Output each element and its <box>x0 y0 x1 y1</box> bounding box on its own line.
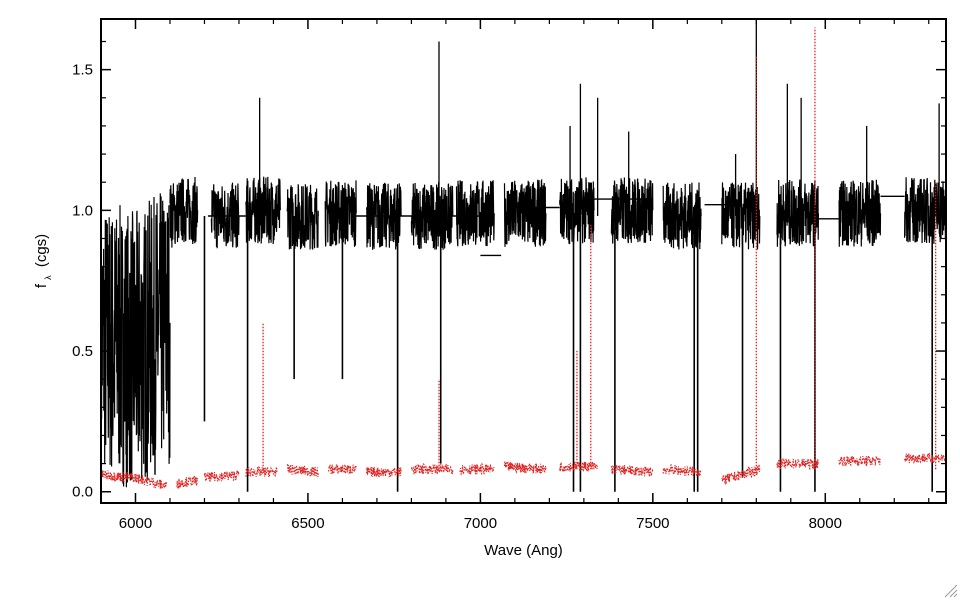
series-1-segment-2 <box>203 468 240 483</box>
series-1-segment-14 <box>776 457 819 471</box>
resize-grip-icon[interactable] <box>944 584 958 598</box>
y-axis-label-main: f <box>33 283 50 288</box>
y-tick-label: 1.0 <box>72 202 93 219</box>
series-layer <box>101 19 946 492</box>
series-0-segment-14 <box>776 179 820 247</box>
series-0-segment-5 <box>324 180 357 247</box>
series-0 <box>101 19 946 492</box>
y-tick-label: 0.0 <box>72 484 93 501</box>
y-axis-label-unit: (cgs) <box>33 234 50 267</box>
series-1-segment-1 <box>176 474 199 490</box>
x-tick-label: 7500 <box>636 515 669 532</box>
series-0-segment-12 <box>662 182 702 250</box>
series-1-segment-12 <box>662 463 702 477</box>
series-0-segment-9 <box>503 178 547 247</box>
series-1-segment-9 <box>503 459 547 475</box>
series-1-segment-8 <box>459 462 495 476</box>
y-tick-label: 1.5 <box>72 62 93 79</box>
series-0-segment-8 <box>455 180 495 247</box>
series-1-segment-3 <box>245 465 278 478</box>
series-0-segment-0 <box>101 193 171 488</box>
series-1-segment-0 <box>101 470 168 489</box>
x-tick-label: 6500 <box>291 515 324 532</box>
x-axis-label: Wave (Ang) <box>484 542 563 559</box>
series-0-segment-2 <box>210 182 240 249</box>
series-1-segment-11 <box>610 462 654 478</box>
series-1-segment-5 <box>328 463 357 475</box>
y-axis-label: f λ (cgs) <box>33 234 53 288</box>
series-1-segment-13 <box>721 464 761 485</box>
series-1-segment-7 <box>410 462 454 476</box>
series-0-segment-10 <box>559 177 595 245</box>
series-0-segment-15 <box>838 179 882 247</box>
series-0-segment-13 <box>721 182 761 250</box>
series-1 <box>101 27 946 490</box>
y-tick-label: 0.5 <box>72 343 93 360</box>
tick-layer: 6000 6500 7000 7500 8000 0.0 0.5 1.0 1.5 <box>72 19 946 532</box>
series-0-segment-11 <box>610 177 654 244</box>
series-1-segment-16 <box>904 452 946 464</box>
series-1-segment-6 <box>366 466 402 478</box>
series-1-segment-10 <box>559 461 599 473</box>
x-tick-label: 8000 <box>809 515 842 532</box>
series-0-segment-1 <box>169 176 199 248</box>
series-0-segment-4 <box>286 184 319 250</box>
plot-frame <box>100 18 947 504</box>
series-1-segment-4 <box>286 463 319 477</box>
series-0-segment-7 <box>410 181 454 250</box>
x-tick-label: 7000 <box>464 515 497 532</box>
series-1-segment-15 <box>838 455 882 467</box>
x-tick-label: 6000 <box>119 515 152 532</box>
y-axis-label-subscript: λ <box>43 275 53 280</box>
series-0-segment-3 <box>245 176 281 245</box>
